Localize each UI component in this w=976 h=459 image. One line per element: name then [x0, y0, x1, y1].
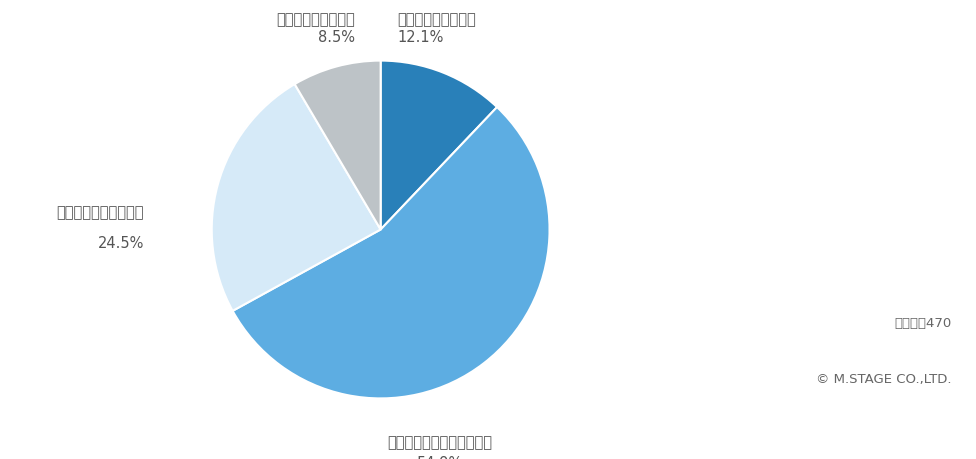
Text: 12.1%: 12.1%: [397, 30, 444, 45]
Text: 回答数：470: 回答数：470: [894, 318, 952, 330]
Text: 全く携わりたくない: 全く携わりたくない: [276, 12, 355, 27]
Wedge shape: [212, 84, 381, 311]
Wedge shape: [381, 61, 497, 230]
Text: 54.9%: 54.9%: [417, 456, 463, 459]
Text: 積極的に携わりたい: 積極的に携わりたい: [397, 12, 476, 27]
Text: © M.STAGE CO.,LTD.: © M.STAGE CO.,LTD.: [816, 373, 952, 386]
Text: 8.5%: 8.5%: [318, 30, 355, 45]
Wedge shape: [232, 107, 549, 398]
Wedge shape: [295, 61, 381, 230]
Text: 24.5%: 24.5%: [98, 235, 144, 251]
Text: 機会があれば、携わりたい: 機会があれば、携わりたい: [387, 436, 492, 451]
Text: あまり携わりたくない: あまり携わりたくない: [57, 205, 144, 220]
